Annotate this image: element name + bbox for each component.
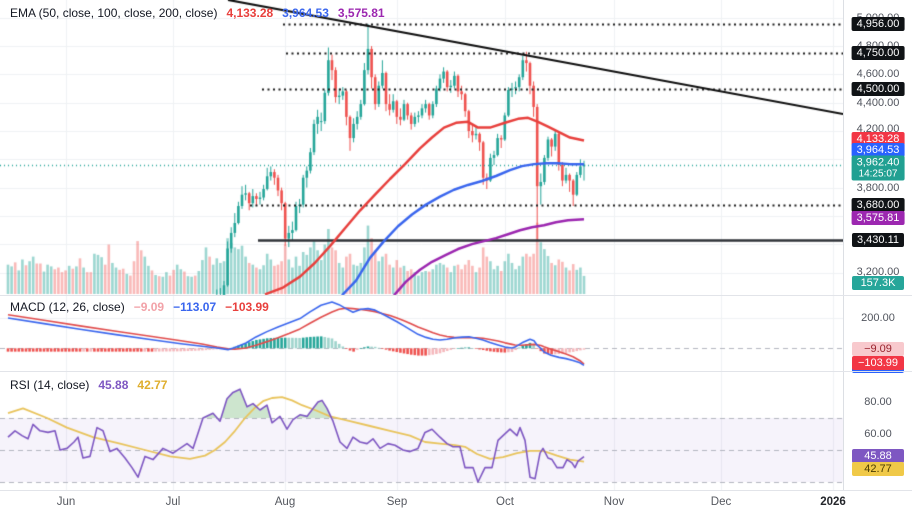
time-axis-label: Jul <box>165 496 181 508</box>
macd-axis-label: −103.99 <box>852 356 904 370</box>
price-axis-tick: 3,200.00 <box>856 266 900 278</box>
time-axis-label: Dec <box>710 496 732 508</box>
price-axis-label: 4,133.28 <box>851 132 905 146</box>
macd-line-value: −113.07 <box>173 300 217 314</box>
price-axis-label: 3,430.11 <box>851 233 905 247</box>
price-axis[interactable]: 5,000.004,800.004,600.004,400.004,200.00… <box>843 0 912 491</box>
time-axis-label: 2026 <box>820 496 846 508</box>
rsi-axis-label: 45.88 <box>852 449 904 463</box>
rsi-legend-title: RSI (14, close) <box>10 378 90 392</box>
price-axis-label: 3,964.53 <box>851 143 905 157</box>
countdown-timer: 14:25:07 <box>858 168 898 180</box>
time-axis-label: Sep <box>386 496 408 508</box>
time-axis-label: Aug <box>274 496 296 508</box>
macd-signal-value: −103.99 <box>225 300 269 314</box>
price-axis-tick: 3,800.00 <box>856 182 900 194</box>
price-axis-label: 4,750.00 <box>851 46 905 60</box>
rsi-axis-tick: 60.00 <box>864 428 892 440</box>
price-axis-label: 157.3K <box>852 276 904 290</box>
ema100-value: 3,964.53 <box>282 6 329 20</box>
ema-legend[interactable]: EMA (50, close, 100, close, 200, close) … <box>10 6 385 20</box>
price-axis-label: 3,680.00 <box>851 198 905 212</box>
rsi-axis-label: 42.77 <box>852 462 904 476</box>
macd-hist-value: −9.09 <box>133 300 165 314</box>
time-axis-label: Jun <box>56 496 76 508</box>
macd-legend[interactable]: MACD (12, 26, close) −9.09 −113.07 −103.… <box>10 300 269 314</box>
ema200-value: 3,575.81 <box>337 6 385 20</box>
macd-axis-tick: 200.00 <box>861 312 895 324</box>
macd-axis-label: −9.09 <box>852 342 904 356</box>
price-axis-label: 3,962.40 14:25:07 <box>851 155 905 181</box>
price-axis-label: 3,575.81 <box>851 211 905 225</box>
time-axis-label: Oct <box>496 496 514 508</box>
rsi-axis-tick: 80.00 <box>864 396 892 408</box>
pane-separator-macd[interactable] <box>0 295 912 296</box>
price-axis-label: 4,500.00 <box>851 82 905 96</box>
price-axis-label: 4,956.00 <box>851 17 905 31</box>
pane-separator-rsi[interactable] <box>0 371 912 372</box>
pane-separator-time <box>0 490 912 491</box>
price-axis-tick: 4,600.00 <box>856 68 900 80</box>
ema-legend-title: EMA (50, close, 100, close, 200, close) <box>10 6 218 20</box>
rsi-ma-value: 42.77 <box>137 378 168 392</box>
price-axis-tick: 4,400.00 <box>856 97 900 109</box>
macd-legend-title: MACD (12, 26, close) <box>10 300 125 314</box>
time-axis[interactable]: Jun Jul Aug Sep Oct Nov Dec 2026 <box>0 491 912 513</box>
ema50-value: 4,133.28 <box>226 6 274 20</box>
time-axis-label: Nov <box>603 496 625 508</box>
rsi-value: 45.88 <box>98 378 129 392</box>
rsi-legend[interactable]: RSI (14, close) 45.88 42.77 <box>10 378 167 392</box>
